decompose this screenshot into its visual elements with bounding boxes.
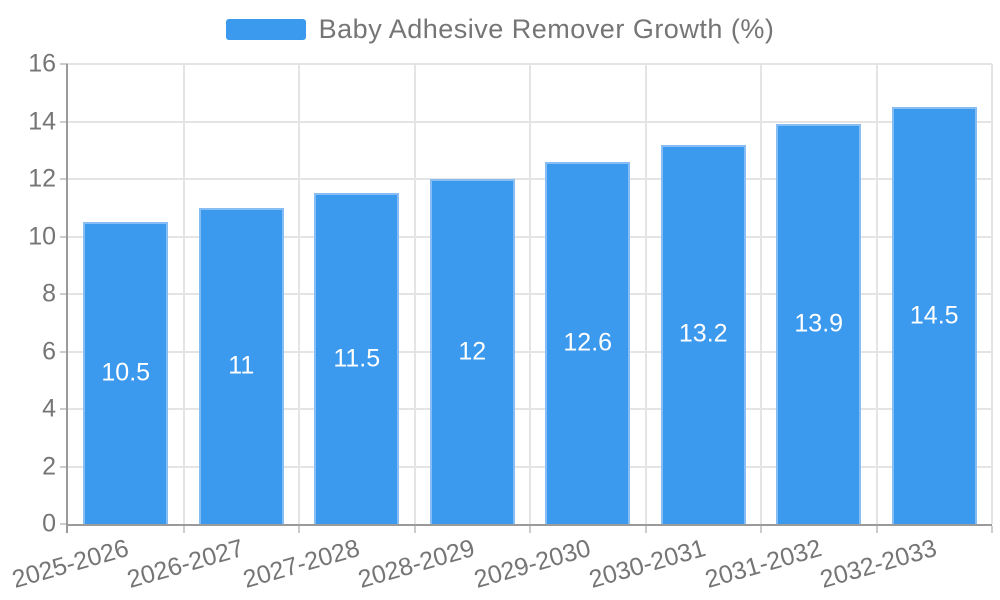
v-gridline <box>298 64 300 524</box>
x-tick-mark <box>413 526 416 533</box>
bar-2026-2027[interactable] <box>198 207 284 524</box>
y-axis-tick-label: 12 <box>28 164 56 193</box>
y-tick-mark <box>60 63 68 65</box>
x-tick-mark <box>298 526 300 533</box>
bar-2027-2028[interactable] <box>314 193 400 524</box>
bar-2030-2031[interactable] <box>660 144 746 524</box>
x-tick-mark <box>991 526 993 533</box>
bar-2029-2030[interactable] <box>545 161 631 524</box>
v-gridline <box>182 64 185 524</box>
v-gridline <box>875 64 878 524</box>
x-tick-mark <box>644 526 647 533</box>
x-axis-line <box>66 524 992 526</box>
y-axis-tick-label: 8 <box>42 279 56 308</box>
x-tick-mark <box>182 526 185 533</box>
y-axis-tick-label: 16 <box>28 49 56 78</box>
v-gridline <box>413 64 416 524</box>
y-tick-mark <box>60 350 68 353</box>
bar-2032-2033[interactable] <box>891 107 977 524</box>
legend-label: Baby Adhesive Remover Growth (%) <box>318 14 775 44</box>
x-tick-mark <box>875 526 878 533</box>
y-tick-mark <box>60 465 68 468</box>
y-tick-mark <box>60 178 68 180</box>
v-gridline <box>760 64 762 524</box>
bar-2025-2026[interactable] <box>83 222 169 524</box>
bar-value-label: 14.5 <box>909 301 959 330</box>
y-axis-tick-label: 6 <box>42 337 56 365</box>
y-axis-tick-label: 2 <box>42 452 56 480</box>
bar-value-label: 13.9 <box>794 309 844 338</box>
bar-value-label: 12.6 <box>563 328 613 357</box>
x-tick-mark <box>760 526 762 533</box>
bar-value-label: 11 <box>228 351 255 380</box>
y-tick-mark <box>60 523 68 525</box>
y-tick-mark <box>60 293 68 295</box>
x-tick-mark <box>529 526 531 533</box>
y-axis-line <box>66 64 68 533</box>
y-axis-tick-label: 14 <box>28 107 56 135</box>
legend-item[interactable]: Baby Adhesive Remover Growth (%) <box>0 14 1000 45</box>
bar-value-label: 11.5 <box>333 344 381 373</box>
y-axis-tick-label: 10 <box>28 222 56 250</box>
y-tick-mark <box>60 408 68 410</box>
y-axis-tick-label: 4 <box>42 394 56 423</box>
bar-value-label: 12 <box>458 337 487 365</box>
v-gridline <box>644 64 647 524</box>
v-gridline <box>991 64 993 524</box>
y-axis-tick-label: 0 <box>42 509 56 538</box>
bar-value-label: 10.5 <box>101 358 151 387</box>
v-gridline <box>529 64 531 524</box>
bar-2031-2032[interactable] <box>776 124 862 524</box>
bar-2028-2029[interactable] <box>429 179 515 524</box>
bar-value-label: 13.2 <box>678 319 728 348</box>
y-tick-mark <box>60 235 68 238</box>
legend-swatch <box>225 19 306 40</box>
y-tick-mark <box>60 120 68 123</box>
